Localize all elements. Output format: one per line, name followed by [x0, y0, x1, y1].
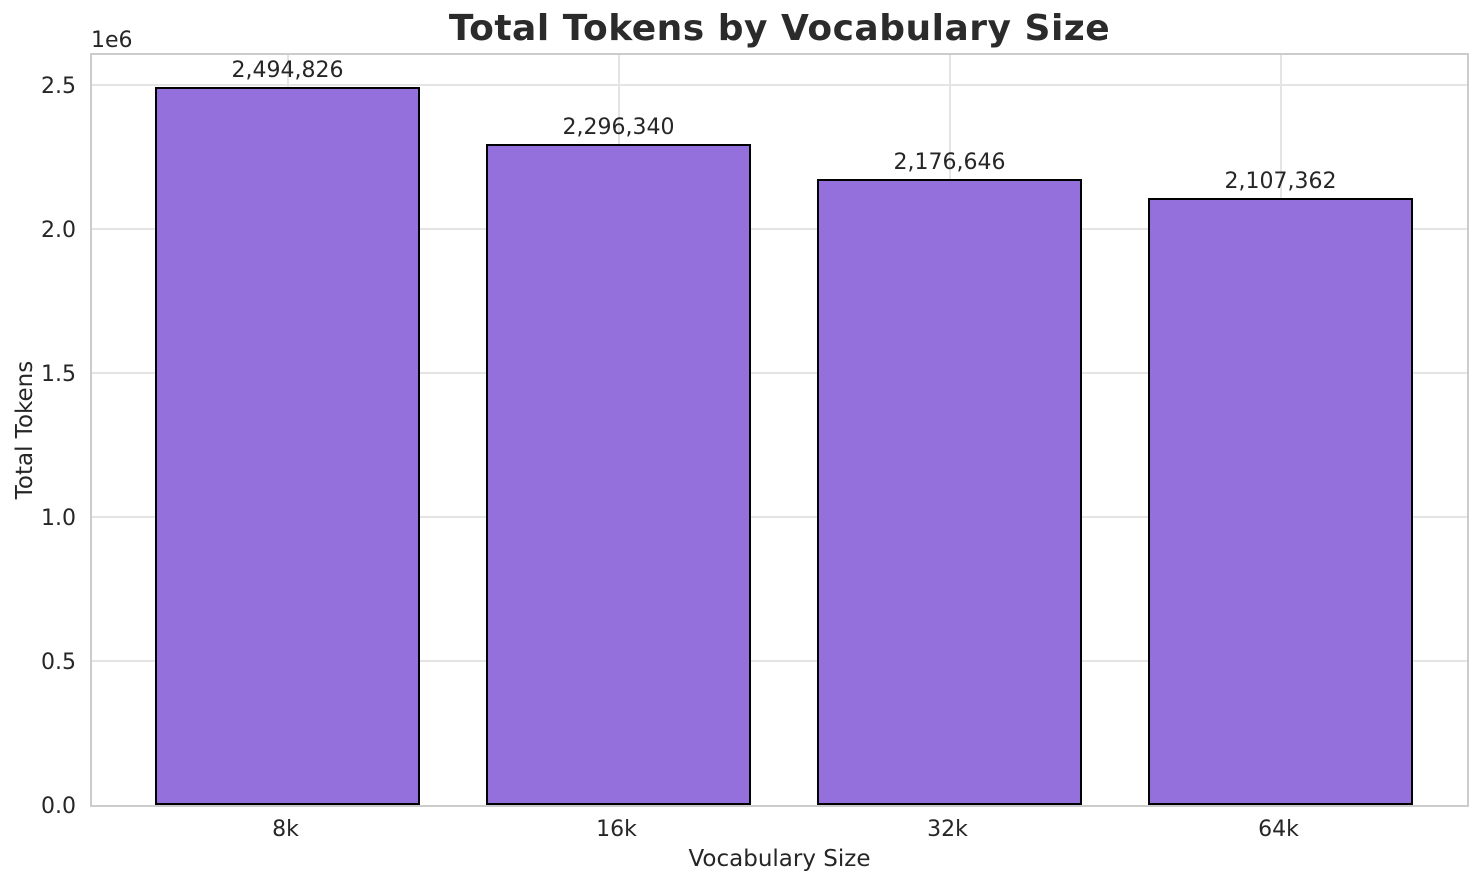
horizontal-gridline [92, 516, 1467, 519]
plot-area: 2,494,826 2,296,340 2,176,646 2,107,362 [90, 53, 1469, 807]
x-tick-label: 64k [1258, 817, 1299, 842]
y-tick-label: 2.0 [41, 218, 76, 244]
bar [155, 86, 420, 805]
bar [1148, 198, 1413, 805]
y-tick-label: 1.0 [41, 506, 76, 532]
x-axis-label: Vocabulary Size [688, 846, 871, 872]
y-tick-label: 2.5 [41, 74, 76, 100]
x-tick-label: 32k [927, 817, 968, 842]
y-tick-label: 0.5 [41, 650, 76, 676]
bar-value-label: 2,296,340 [562, 115, 675, 141]
y-axis-offset-text: 1e6 [91, 28, 133, 53]
horizontal-gridline [92, 372, 1467, 375]
bar [486, 144, 751, 805]
horizontal-gridline [92, 228, 1467, 231]
bar [817, 178, 1082, 805]
x-tick-label: 8k [272, 817, 299, 842]
x-tick-label: 16k [596, 817, 637, 842]
horizontal-gridline [92, 84, 1467, 87]
bar-value-label: 2,107,362 [1224, 169, 1337, 195]
y-tick-label: 1.5 [41, 362, 76, 388]
chart-title: Total Tokens by Vocabulary Size [448, 8, 1111, 49]
bar-value-label: 2,176,646 [893, 149, 1006, 175]
y-tick-label: 0.0 [41, 794, 76, 819]
bar-value-label: 2,494,826 [231, 57, 344, 83]
horizontal-gridline [92, 660, 1467, 663]
